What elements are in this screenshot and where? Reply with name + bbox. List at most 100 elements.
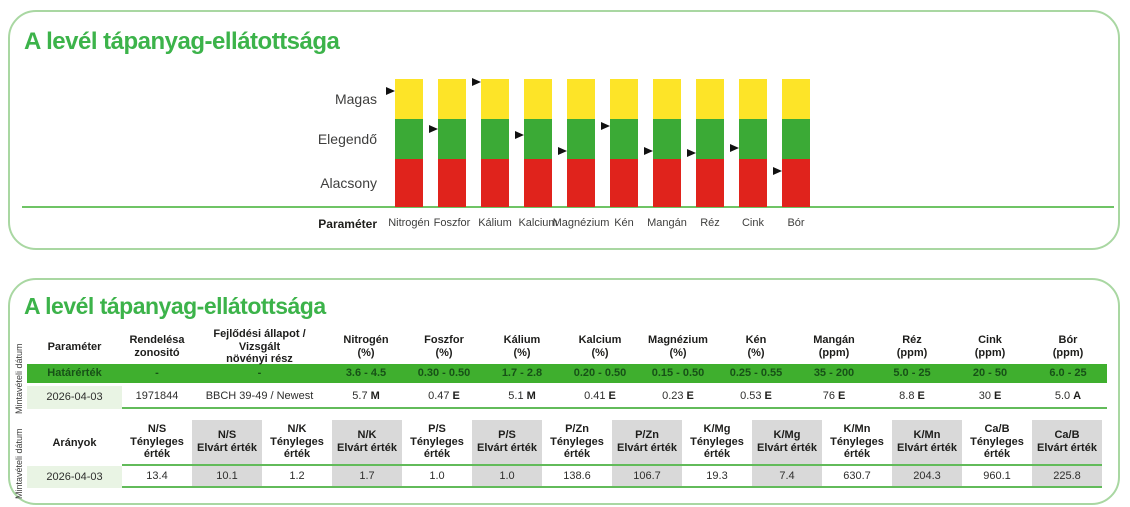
- x-tick-label: Bór: [787, 217, 805, 229]
- ratio-actual-value: 13.4: [122, 466, 192, 488]
- x-tick-label: Kén: [614, 217, 634, 229]
- header-cell: Kalcium (%): [578, 334, 622, 359]
- nutrient-bar-magnézium: [558, 79, 595, 207]
- zone-segment-magas: [653, 79, 681, 119]
- ratio-expected-header: N/K Elvárt érték: [332, 420, 402, 466]
- header-cell: Rendelésa zonositó: [129, 334, 185, 359]
- zone-segment-magas: [696, 79, 724, 119]
- zone-segment-magas: [739, 79, 767, 119]
- x-tick-label: Foszfor: [433, 217, 471, 229]
- value-cell: 5.1 M: [483, 386, 561, 409]
- limit-values-row: Határérték - - 3.6 - 4.5 0.30 - 0.50 1.7 - 2.…: [27, 364, 1107, 383]
- x-tick-label: Kalcium: [518, 217, 558, 229]
- value-cell: 76 E: [795, 386, 873, 409]
- limit-cell: Határérték: [47, 367, 102, 380]
- page-title: A levél tápanyag-ellátottsága: [24, 293, 326, 319]
- zone-segment-alacsony: [395, 159, 423, 207]
- x-tick-label: Réz: [700, 217, 720, 229]
- nutrient-bar-foszfor: [429, 79, 466, 207]
- status-flag: E: [837, 390, 846, 403]
- ratio-expected-value: 225.8: [1032, 466, 1102, 488]
- ratio-expected-header: N/S Elvárt érték: [192, 420, 262, 466]
- leaf-nutrient-supply-table-panel: A levél tápanyag-ellátottsága Mintavétel…: [8, 278, 1120, 505]
- ratios-row-label: Arányok: [52, 436, 97, 449]
- zone-segment-elegendő: [610, 119, 638, 159]
- value-cell: 5.0 A: [1029, 386, 1107, 409]
- level-marker-icon: [687, 149, 696, 158]
- sample-date-cell: 2026-04-03: [27, 386, 122, 409]
- nutrient-bar-nitrogén: [386, 79, 423, 207]
- value-cell: 0.41 E: [561, 386, 639, 409]
- header-cell: Mangán (ppm): [813, 334, 855, 359]
- value-cell: 30 E: [951, 386, 1029, 409]
- zone-segment-alacsony: [481, 159, 509, 207]
- limit-cell: 0.25 - 0.55: [729, 367, 783, 380]
- status-flag: A: [1073, 390, 1082, 403]
- value-cell: 8.8 E: [873, 386, 951, 409]
- ratio-header-row: Arányok N/S Tényleges érték N/S Elvárt érték N…: [27, 420, 1102, 466]
- ratio-actual-value: 630.7: [822, 466, 892, 488]
- limit-cell: 5.0 - 25: [893, 367, 931, 380]
- zone-segment-alacsony: [438, 159, 466, 207]
- level-marker-icon: [558, 146, 567, 155]
- growth-stage-cell: BBCH 39-49 / Newest: [192, 386, 327, 409]
- leaf-nutrient-supply-chart-panel: A levél tápanyag-ellátottsága Magas Elege…: [8, 10, 1120, 250]
- x-tick-label: Nitrogén: [388, 217, 430, 229]
- status-flag: E: [917, 390, 925, 403]
- value-cell: 5.7 M: [327, 386, 405, 409]
- header-cell: Fejlődési állapot / Vizsgált növényi rész: [213, 327, 306, 366]
- ratio-expected-value: 1.0: [472, 466, 542, 488]
- ratio-actual-header: Ca/B Tényleges érték: [962, 420, 1032, 466]
- table-header-row: Paraméter Rendelésa zonositó Fejlődési álla…: [27, 327, 1107, 366]
- ratio-expected-header: P/Zn Elvárt érték: [612, 420, 682, 466]
- sample-values-row: 2026-04-03 1971844 BBCH 39-49 / Newest 5.7 M…: [27, 386, 1107, 409]
- status-flag: E: [608, 390, 616, 403]
- ratio-expected-value: 204.3: [892, 466, 962, 488]
- ratio-actual-value: 1.0: [402, 466, 472, 488]
- zone-segment-alacsony: [567, 159, 595, 207]
- ratio-date-cell: 2026-04-03: [27, 466, 122, 488]
- level-marker-icon: [644, 146, 653, 155]
- status-flag: E: [993, 390, 1002, 403]
- nutrient-status-chart: Magas Elegendő Alacsony Paraméter Nitrogén…: [10, 77, 1118, 244]
- value-cell: 0.53 E: [717, 386, 795, 409]
- zone-segment-magas: [395, 79, 423, 119]
- zone-segment-alacsony: [653, 159, 681, 207]
- status-flag: E: [686, 390, 694, 403]
- limit-cell: 20 - 50: [972, 367, 1008, 380]
- ratio-expected-value: 106.7: [612, 466, 682, 488]
- header-cell: Kálium (%): [503, 334, 541, 359]
- status-flag: E: [764, 390, 772, 403]
- nutrient-ratios-table: Arányok N/S Tényleges érték N/S Elvárt érték N…: [27, 420, 1102, 488]
- ratio-expected-value: 7.4: [752, 466, 822, 488]
- zone-segment-elegendő: [438, 119, 466, 159]
- level-marker-icon: [730, 144, 739, 153]
- ratio-actual-header: N/K Tényleges érték: [262, 420, 332, 466]
- limit-cell: 35 - 200: [813, 367, 855, 380]
- zone-segment-alacsony: [696, 159, 724, 207]
- zone-segment-magas: [481, 79, 509, 119]
- status-flag: E: [452, 390, 460, 403]
- ratio-actual-value: 960.1: [962, 466, 1032, 488]
- zone-segment-elegendő: [782, 119, 810, 159]
- zone-segment-alacsony: [782, 159, 810, 207]
- zone-segment-alacsony: [739, 159, 767, 207]
- ratio-actual-value: 1.2: [262, 466, 332, 488]
- order-id-cell: 1971844: [122, 386, 192, 409]
- value-cell: 0.47 E: [405, 386, 483, 409]
- nutrient-bar-bór: [773, 79, 810, 207]
- x-axis-line: [22, 206, 1114, 208]
- zone-segment-elegendő: [395, 119, 423, 159]
- level-marker-icon: [601, 122, 610, 131]
- limit-cell: 0.20 - 0.50: [573, 367, 627, 380]
- limit-cell: 6.0 - 25: [1049, 367, 1087, 380]
- zone-segment-elegendő: [696, 119, 724, 159]
- limit-cell: 0.15 - 0.50: [651, 367, 705, 380]
- x-tick-label: Cink: [741, 217, 764, 229]
- header-cell: Bór (ppm): [1052, 334, 1084, 359]
- header-cell: Paraméter: [47, 340, 102, 353]
- x-axis-title: Paraméter: [318, 217, 377, 231]
- sampling-date-axis-label: Mintavételi dátum: [14, 428, 24, 499]
- ratio-expected-header: P/S Elvárt érték: [472, 420, 542, 466]
- level-marker-icon: [429, 124, 438, 133]
